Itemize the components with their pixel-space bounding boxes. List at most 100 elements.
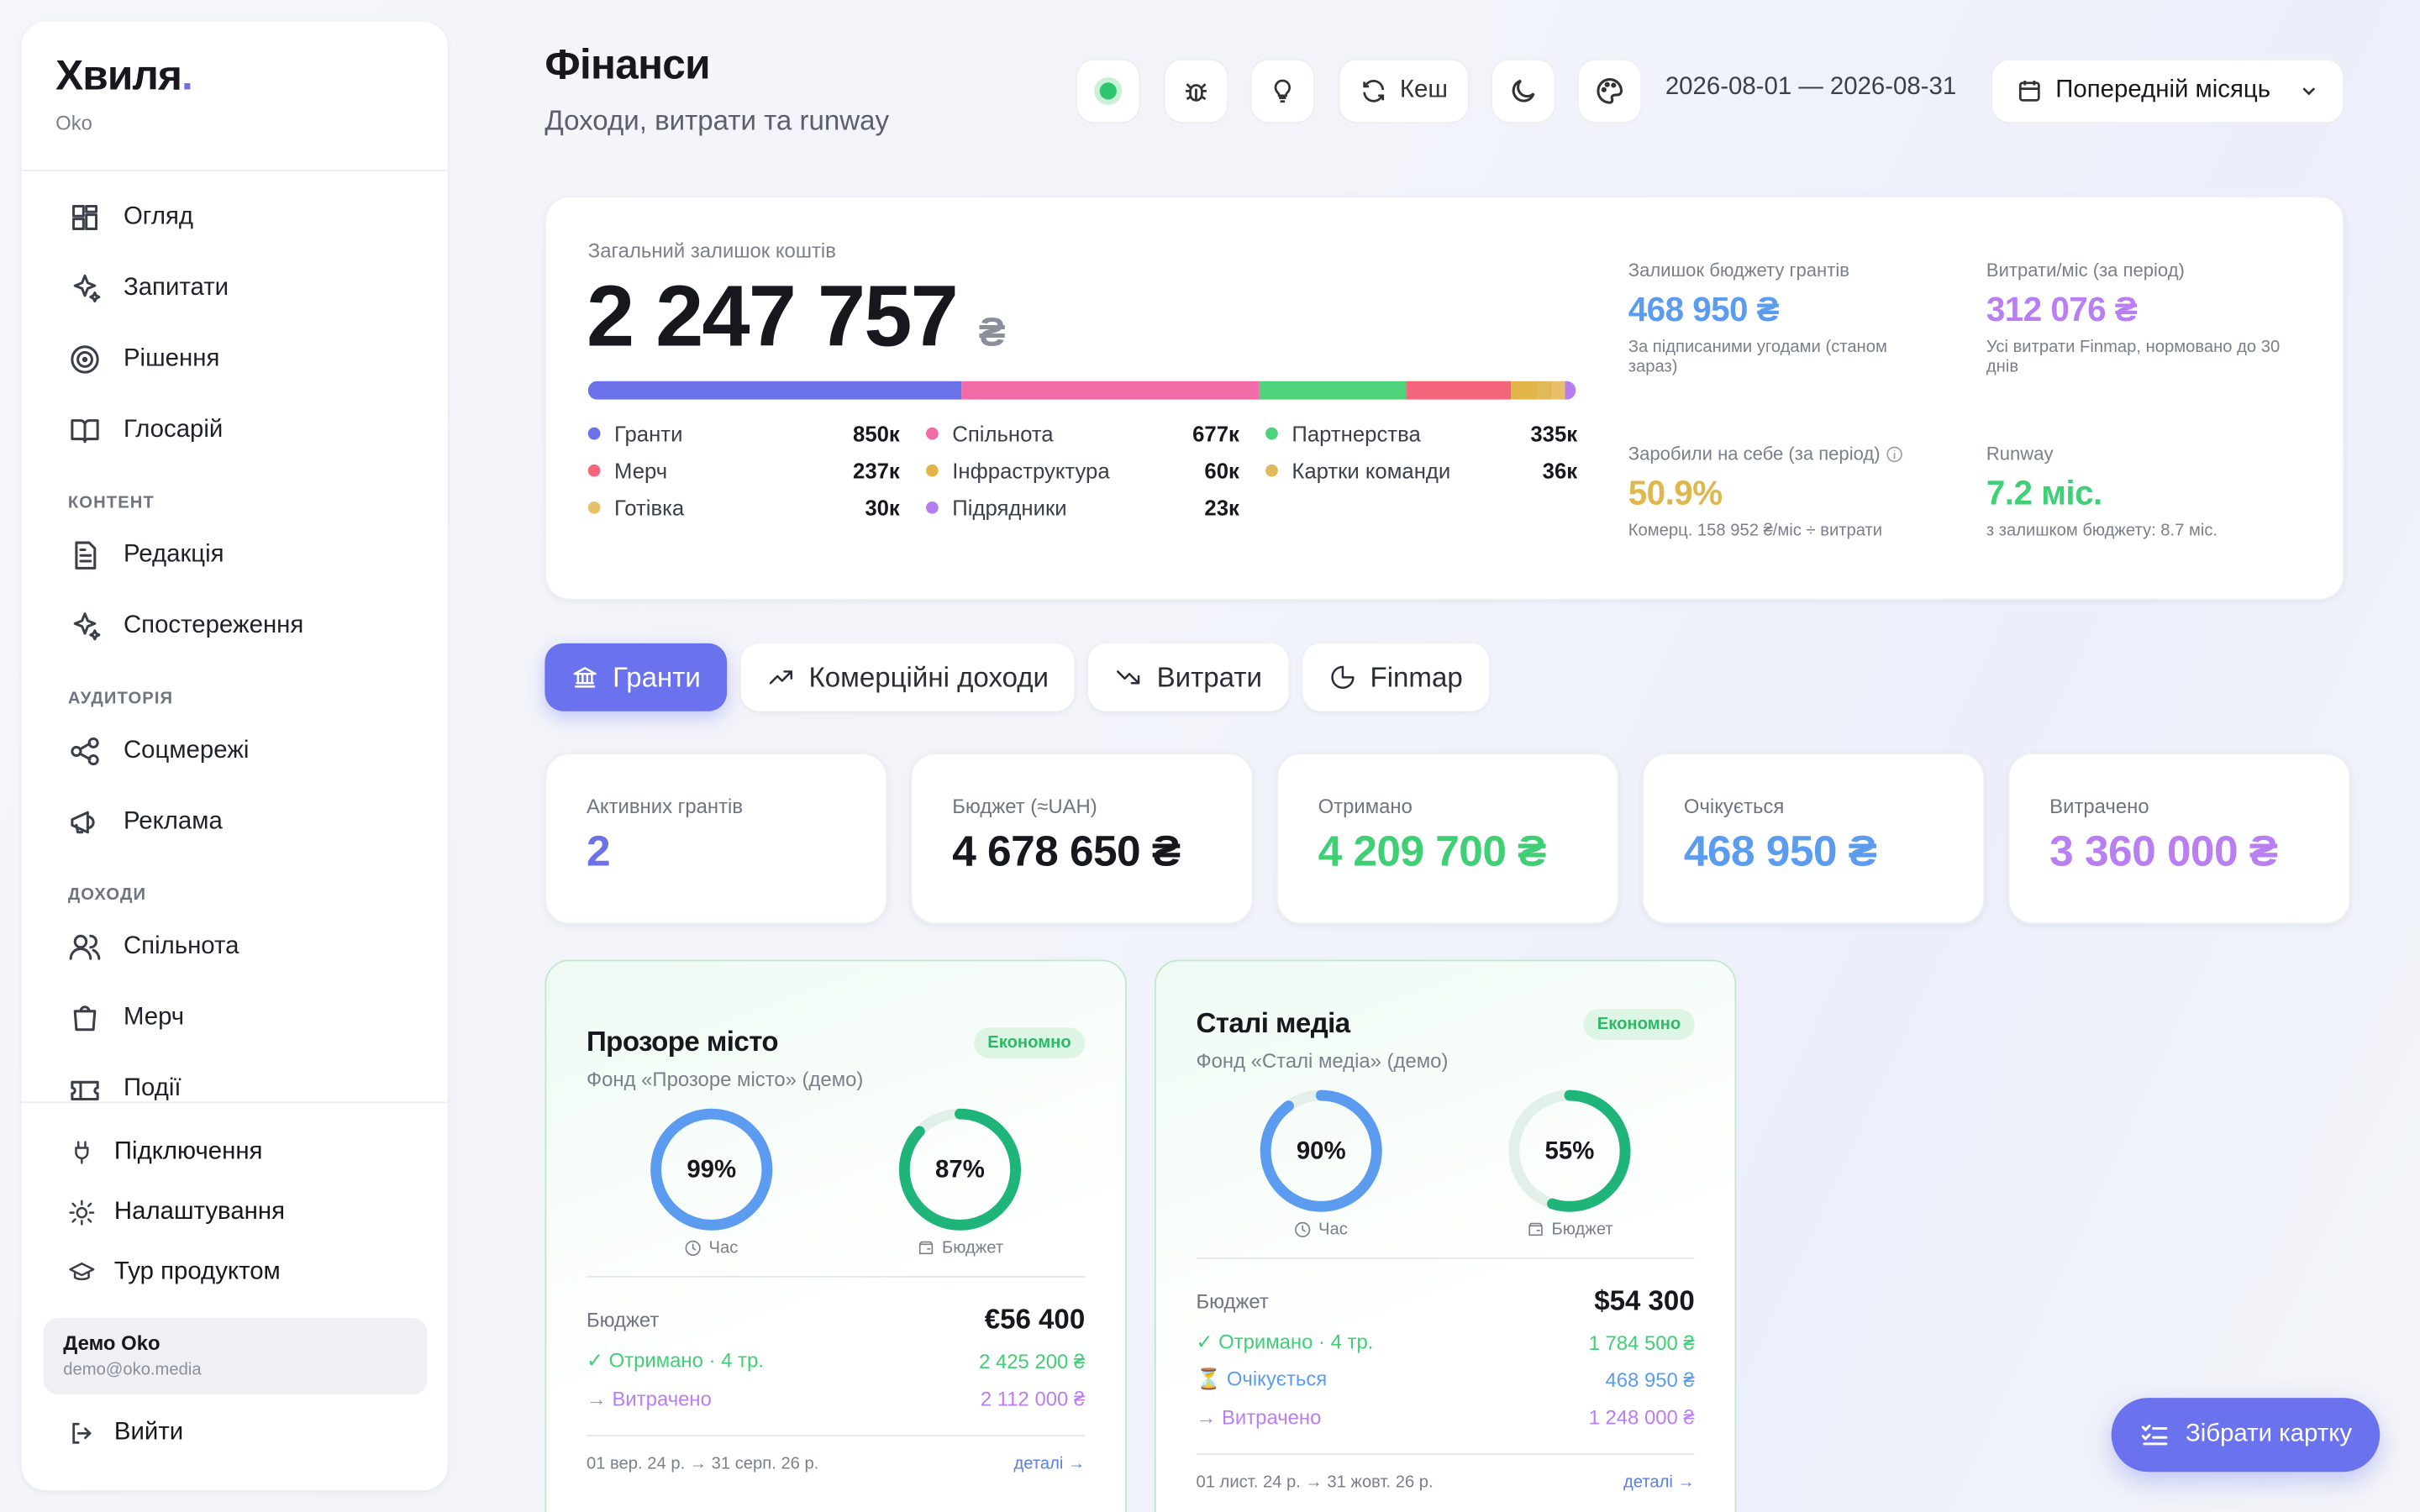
tab[interactable]: Витрати bbox=[1088, 643, 1289, 711]
stat-label-row: Витрати/міс (за період) bbox=[1986, 260, 2344, 281]
nav-item[interactable]: Спільнота bbox=[50, 912, 420, 983]
status-button[interactable] bbox=[1076, 58, 1141, 123]
legend-name: Інфраструктура bbox=[952, 458, 1110, 483]
nav-item[interactable]: Запитати bbox=[50, 253, 420, 323]
kpis: Активних грантів 2 Бюджет (≈UAH) 4 678 650 … bbox=[544, 753, 2351, 925]
row-value: 2 425 200 ₴ bbox=[979, 1349, 1086, 1373]
icon bbox=[71, 1080, 99, 1101]
tab-label: Гранти bbox=[613, 661, 701, 692]
budget-row: Бюджет €56 400 bbox=[587, 1296, 1085, 1342]
nav-label: Тур продуктом bbox=[113, 1257, 281, 1285]
user-email: demo@oko.media bbox=[63, 1361, 202, 1380]
ring-arc bbox=[1508, 1089, 1631, 1212]
balance-label: Загальний залишок коштів bbox=[587, 239, 836, 263]
bar-segment bbox=[1536, 381, 1553, 400]
legend-dot bbox=[1265, 464, 1278, 477]
period-row: 01 вер. 24 р. → 31 серп. 26 р. деталі → bbox=[587, 1455, 1085, 1473]
stat-note: Усі витрати Finmap, нормовано до 30 днів bbox=[1986, 338, 2281, 377]
cache-button[interactable]: Кеш bbox=[1338, 58, 1470, 123]
ring-caption: Час bbox=[684, 1239, 738, 1257]
icon bbox=[75, 541, 97, 570]
nav-label: Запитати bbox=[123, 274, 229, 302]
legend-item: Мерч 237к bbox=[587, 452, 900, 489]
icon bbox=[71, 419, 99, 444]
budget-label: Бюджет bbox=[586, 1307, 660, 1331]
icon bbox=[1330, 665, 1355, 689]
logout[interactable]: Вийти bbox=[68, 1420, 183, 1447]
icon bbox=[1597, 78, 1623, 104]
stat-value: 312 076 ₴ bbox=[1986, 290, 2138, 329]
tab[interactable]: Finmap bbox=[1302, 643, 1489, 711]
icon bbox=[71, 345, 99, 374]
caption-text: Час bbox=[708, 1238, 739, 1257]
icon bbox=[919, 1241, 934, 1255]
legend-item: Готівка 30к bbox=[587, 489, 900, 526]
stat-label: Заробили на себе (за період) bbox=[1628, 443, 1881, 465]
tips-button[interactable] bbox=[1249, 58, 1315, 123]
legend-name: Готівка bbox=[614, 495, 685, 520]
brand: Хвиля. bbox=[55, 52, 193, 100]
budget-label: Бюджет bbox=[1196, 1289, 1269, 1313]
stat: Витрати/міс (за період) 312 076 ₴ Усі витр… bbox=[1986, 260, 2344, 444]
ring-arc bbox=[899, 1108, 1022, 1231]
stat-value: 468 950 ₴ bbox=[1628, 290, 1780, 329]
debug-button[interactable] bbox=[1163, 58, 1229, 123]
nav-item[interactable]: Спостереження bbox=[50, 591, 420, 661]
legend-dot bbox=[587, 464, 601, 477]
brand-name: Хвиля bbox=[55, 52, 182, 99]
row-value: 1 248 000 ₴ bbox=[1588, 1404, 1695, 1428]
nav-item[interactable]: Мерч bbox=[50, 983, 420, 1053]
legend-dot bbox=[1265, 427, 1278, 440]
sidebar: Хвиля. Oko Огляд Запитати Рішення Глосарій К… bbox=[21, 21, 448, 1491]
balance-amount: 2 247 757 ₴ bbox=[587, 265, 1006, 365]
grant-header: Прозоре місто Економно bbox=[587, 1026, 1086, 1058]
icon bbox=[1512, 79, 1535, 102]
user-card[interactable]: Демо Oko demo@oko.media bbox=[43, 1317, 428, 1395]
nav-item[interactable]: Редакція bbox=[50, 520, 420, 591]
ring-label: 55% bbox=[1545, 1137, 1595, 1164]
icon bbox=[73, 612, 101, 641]
info-icon[interactable] bbox=[1886, 445, 1903, 462]
budget-value: €56 400 bbox=[984, 1303, 1086, 1334]
nav-item[interactable]: Реклама bbox=[50, 787, 420, 858]
row-label: ⏳ Очікується bbox=[1196, 1367, 1328, 1390]
icon bbox=[71, 811, 95, 834]
icon bbox=[1186, 83, 1207, 102]
nav-label: Мерч bbox=[123, 1004, 185, 1031]
palette-button[interactable] bbox=[1577, 58, 1643, 123]
nav-label: Реклама bbox=[123, 808, 223, 835]
fab[interactable]: Зібрати картку bbox=[2111, 1398, 2381, 1473]
period-row: 01 лист. 24 р. → 31 жовт. 26 р. деталі → bbox=[1196, 1473, 1694, 1492]
legend-value: 30к bbox=[865, 495, 900, 520]
ring-label: 90% bbox=[1296, 1137, 1345, 1164]
details-link[interactable]: деталі → bbox=[1623, 1473, 1695, 1493]
row-value: 2 112 000 ₴ bbox=[980, 1386, 1086, 1410]
grant-badge: Економно bbox=[1583, 1008, 1695, 1040]
legend-dot bbox=[926, 427, 939, 440]
nav-item[interactable]: Огляд bbox=[50, 182, 420, 253]
legend-value: 850к bbox=[853, 421, 900, 446]
divider bbox=[21, 170, 448, 171]
kpi-label: Отримано bbox=[1318, 794, 1413, 818]
footer-nav-item[interactable]: Підключення bbox=[50, 1121, 420, 1182]
nav-item[interactable]: Соцмережі bbox=[50, 716, 420, 786]
footer-nav-item[interactable]: Тур продуктом bbox=[50, 1242, 420, 1303]
stat-label: Залишок бюджету грантів bbox=[1628, 259, 1849, 281]
period-select[interactable]: Попередній місяць bbox=[1991, 58, 2344, 123]
theme-button[interactable] bbox=[1491, 58, 1556, 123]
rings: 90% Час 55% Бюджет bbox=[1196, 1084, 1694, 1239]
icon bbox=[72, 1422, 92, 1444]
footer-nav-item[interactable]: Налаштування bbox=[50, 1182, 420, 1242]
footer-nav: Підключення Налаштування Тур продуктом bbox=[50, 1121, 420, 1302]
details-link[interactable]: деталі → bbox=[1013, 1455, 1086, 1474]
stat-value: 7.2 міс. bbox=[1986, 473, 2102, 512]
nav-item[interactable]: Рішення bbox=[50, 324, 420, 395]
money-row: ✓ Отримано · 4 тр. 2 425 200 ₴ bbox=[587, 1342, 1085, 1379]
nav-item[interactable]: Глосарій bbox=[50, 395, 420, 465]
stat-label: Runway bbox=[1986, 443, 2054, 465]
tab[interactable]: Комерційні доходи bbox=[740, 643, 1076, 711]
fab-label: Зібрати картку bbox=[2185, 1420, 2353, 1447]
tab[interactable]: Гранти bbox=[544, 643, 728, 711]
nav-item[interactable]: Події bbox=[50, 1053, 420, 1101]
tabs: Гранти Комерційні доходи Витрати Finmap bbox=[544, 643, 1489, 711]
